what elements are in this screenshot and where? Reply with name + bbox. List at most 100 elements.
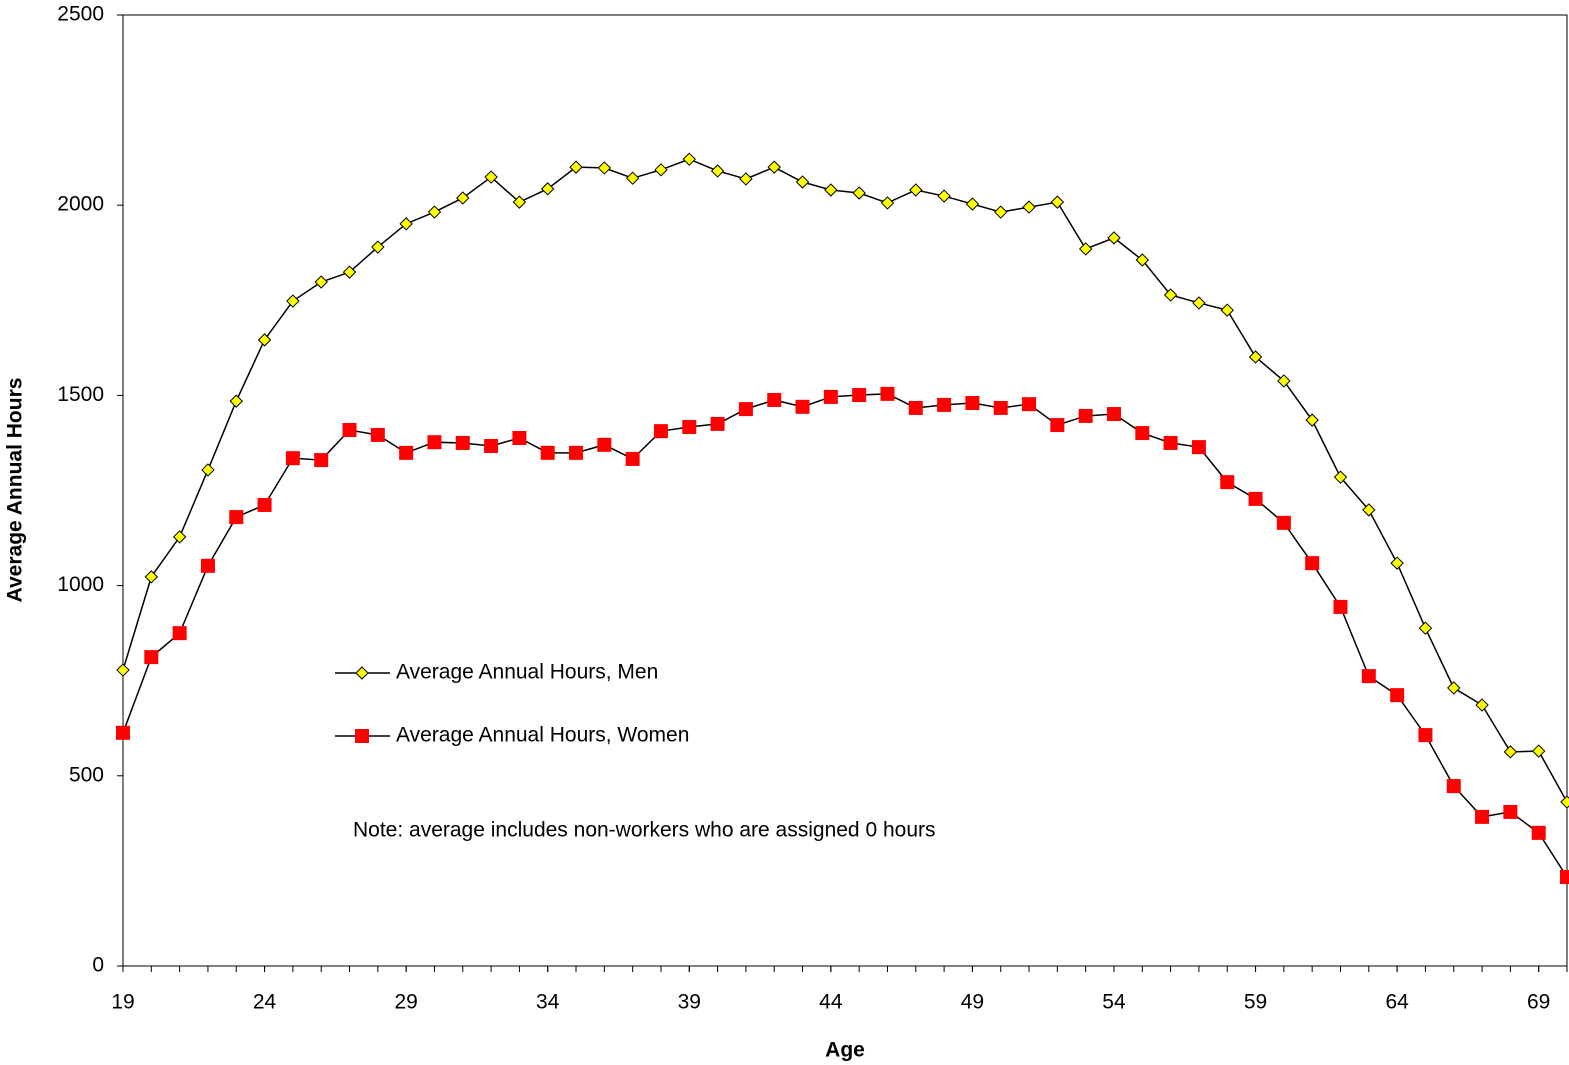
y-tick-label: 2500 (57, 3, 104, 26)
marker (1475, 698, 1489, 712)
marker (1050, 195, 1065, 209)
marker (1503, 804, 1518, 819)
marker (314, 275, 328, 289)
marker (342, 423, 357, 438)
marker (823, 389, 838, 404)
marker (569, 445, 584, 460)
series-line (122, 393, 1568, 878)
marker (1135, 253, 1150, 267)
marker (569, 160, 583, 174)
marker (144, 570, 159, 584)
marker (1418, 728, 1433, 743)
y-tick-label: 0 (92, 954, 104, 977)
marker (399, 445, 414, 460)
marker (1475, 809, 1490, 824)
x-tick-label: 44 (819, 991, 843, 1014)
marker (172, 530, 187, 544)
marker (1418, 621, 1433, 635)
y-tick-label: 1500 (57, 383, 104, 406)
marker (1560, 869, 1569, 884)
x-tick-label: 24 (253, 991, 277, 1014)
marker (1220, 303, 1234, 317)
marker (1220, 475, 1235, 490)
marker (1277, 374, 1291, 388)
marker (455, 435, 470, 450)
marker (909, 183, 923, 197)
marker (1333, 470, 1348, 484)
marker (1078, 242, 1093, 256)
marker (342, 265, 357, 279)
marker (1531, 744, 1546, 758)
note: Note: average includes non-workers who a… (353, 819, 936, 842)
marker (427, 435, 442, 450)
marker (540, 445, 555, 460)
marker (738, 402, 753, 417)
marker (257, 333, 272, 347)
x-tick-label: 34 (536, 991, 560, 1014)
marker (172, 626, 187, 641)
marker (880, 196, 895, 210)
marker (484, 170, 498, 184)
marker (965, 396, 980, 411)
legend-marker (355, 729, 369, 743)
marker (1106, 407, 1121, 422)
legend-label: Average Annual Hours, Men (396, 661, 658, 684)
series-line (122, 158, 1568, 803)
marker (1191, 440, 1206, 455)
marker (824, 183, 838, 197)
marker (739, 172, 753, 186)
marker (201, 463, 215, 477)
marker (116, 725, 130, 740)
marker (371, 240, 385, 254)
x-axis-label: Age (825, 1039, 865, 1062)
legend-label: Average Annual Hours, Women (396, 724, 689, 747)
marker (767, 160, 781, 174)
marker (1390, 556, 1404, 570)
marker (682, 152, 696, 166)
legend-marker (355, 666, 369, 680)
marker (1447, 681, 1461, 695)
marker (512, 431, 527, 446)
marker (399, 217, 413, 231)
marker (852, 388, 867, 403)
marker (908, 400, 923, 415)
marker (1163, 435, 1178, 450)
marker (1163, 288, 1178, 302)
marker (1305, 556, 1320, 571)
marker (1531, 825, 1546, 840)
marker (1248, 350, 1263, 364)
marker (795, 399, 810, 414)
x-tick-label: 59 (1244, 991, 1267, 1014)
marker (1560, 795, 1569, 809)
marker (993, 400, 1008, 415)
marker (1361, 669, 1376, 684)
marker (965, 197, 980, 211)
marker (144, 650, 159, 665)
marker (682, 419, 697, 434)
marker (285, 451, 300, 466)
marker (767, 392, 782, 407)
marker (456, 191, 470, 205)
marker (710, 164, 725, 178)
marker (427, 205, 442, 219)
x-tick-label: 49 (961, 991, 984, 1014)
marker (1078, 408, 1093, 423)
marker (1503, 745, 1518, 759)
marker (1135, 426, 1150, 441)
marker (625, 451, 640, 466)
marker (1107, 231, 1121, 245)
x-tick-label: 64 (1385, 991, 1409, 1014)
x-tick-label: 19 (111, 991, 134, 1014)
marker (937, 397, 952, 412)
marker (1305, 413, 1319, 427)
marker (314, 453, 329, 468)
marker (370, 427, 385, 442)
marker (937, 189, 951, 203)
marker (286, 294, 300, 308)
marker (852, 186, 866, 200)
marker (200, 558, 215, 573)
y-axis-label: Average Annual Hours (4, 378, 27, 603)
marker (1248, 491, 1263, 506)
marker (625, 171, 640, 185)
